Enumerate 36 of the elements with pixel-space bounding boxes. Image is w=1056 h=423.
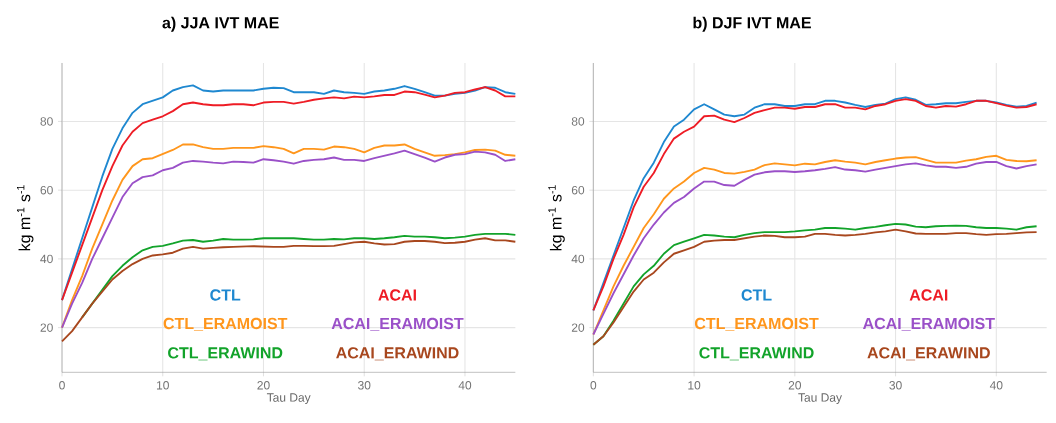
x-tick-label: 20 xyxy=(257,381,270,390)
y-tick-label: 60 xyxy=(571,185,585,195)
y-tick-label: 80 xyxy=(40,117,53,126)
y-axis-title: kg m$^{-1}$ s$^{-1}$ xyxy=(548,185,565,251)
text: CTL xyxy=(741,289,772,301)
x-tick-label: 40 xyxy=(458,381,472,390)
y-tick-label: 20 xyxy=(571,323,585,332)
text: CTL_ERAMOIST xyxy=(163,317,288,331)
x-tick-label: 10 xyxy=(157,381,169,390)
x-axis-title: Tau Day xyxy=(798,393,842,405)
text: CTL_ERAWIND xyxy=(168,347,283,361)
x-tick-label: 20 xyxy=(788,381,802,390)
y-tick-label: 60 xyxy=(40,185,53,195)
text: CTL xyxy=(210,289,241,301)
y-axis-title: kg m$^{-1}$ s$^{-1}$ xyxy=(17,185,34,251)
y-tick-label: 20 xyxy=(40,323,53,332)
chart-title: b) DJF IVT MAE xyxy=(693,16,811,32)
text: ACAI_ERAWIND xyxy=(336,347,459,361)
text: ACAI_ERAMOIST xyxy=(331,317,464,331)
x-tick-label: 10 xyxy=(688,381,701,390)
y-tick-label: 80 xyxy=(571,117,585,126)
x-tick-label: 0 xyxy=(59,381,65,390)
text: ACAI_ERAWIND xyxy=(867,347,990,361)
text: ACAI xyxy=(909,289,948,301)
x-tick-label: 0 xyxy=(590,381,597,390)
text: ACAI xyxy=(378,289,416,301)
x-axis-title: Tau Day xyxy=(266,393,311,405)
x-tick-label: 40 xyxy=(989,381,1003,390)
text: CTL_ERAWIND xyxy=(699,347,814,361)
chart-title: a) JJA IVT MAE xyxy=(162,16,279,32)
y-tick-label: 40 xyxy=(40,254,53,264)
text: CTL_ERAMOIST xyxy=(694,317,819,331)
y-tick-label: 40 xyxy=(571,254,585,264)
text: ACAI_ERAMOIST xyxy=(862,317,995,331)
x-tick-label: 30 xyxy=(358,381,371,390)
x-tick-label: 30 xyxy=(889,381,902,390)
